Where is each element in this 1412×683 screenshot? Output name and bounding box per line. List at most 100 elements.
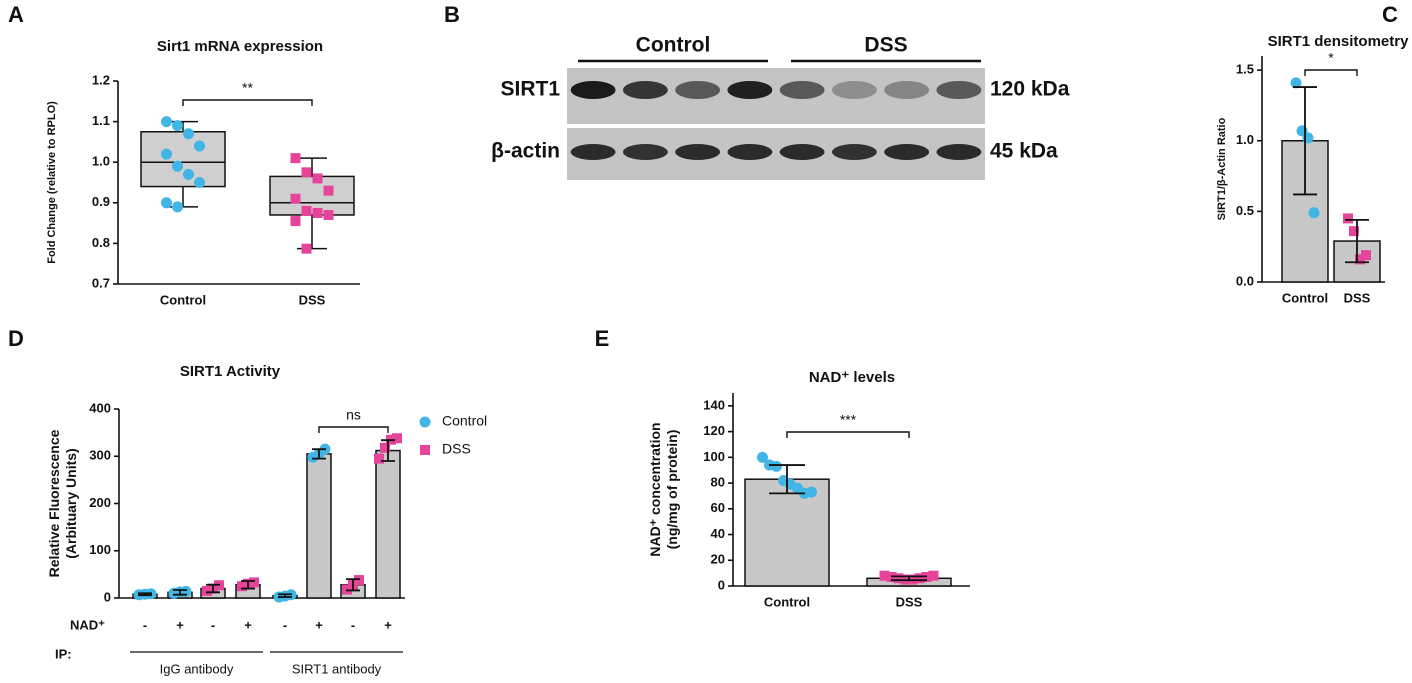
y-tick-label: 0.8 bbox=[92, 235, 110, 250]
blot-band bbox=[675, 81, 721, 99]
data-point bbox=[1290, 77, 1302, 89]
y-tick-label: 80 bbox=[711, 475, 725, 490]
x-tick-label: DSS bbox=[1344, 290, 1371, 305]
x-tick-label: DSS bbox=[896, 594, 923, 609]
data-point bbox=[290, 193, 301, 204]
significance-bracket bbox=[182, 99, 313, 106]
data-point bbox=[183, 168, 194, 180]
y-tick-label: 0.0 bbox=[1236, 273, 1254, 288]
error-bar bbox=[891, 575, 927, 582]
data-point bbox=[893, 573, 904, 584]
blot-band bbox=[831, 81, 877, 99]
nad-sign: + bbox=[244, 617, 252, 632]
bar bbox=[375, 449, 401, 599]
y-tick-label: 1.0 bbox=[92, 154, 110, 169]
y-tick-label: 1.2 bbox=[92, 72, 110, 87]
blot-band bbox=[779, 81, 825, 99]
blot-band bbox=[622, 144, 668, 160]
whisker bbox=[168, 120, 198, 132]
y-tick-label: 1.5 bbox=[1236, 62, 1254, 77]
data-point bbox=[161, 197, 172, 209]
data-point bbox=[1308, 207, 1320, 219]
legend-label: Control bbox=[442, 413, 487, 429]
data-point bbox=[914, 573, 925, 584]
blot-band bbox=[936, 144, 982, 160]
nad-sign: - bbox=[283, 617, 287, 632]
data-point bbox=[301, 167, 312, 178]
error-bar bbox=[173, 589, 187, 596]
data-point bbox=[290, 216, 301, 227]
y-tick-label: 40 bbox=[711, 526, 725, 541]
y-axis-label: Relative Fluorescence bbox=[46, 429, 62, 577]
x-tick-label: Control bbox=[1282, 290, 1328, 305]
y-tick-label: 400 bbox=[89, 400, 111, 415]
y-tick-label: 0 bbox=[104, 589, 111, 604]
data-point bbox=[172, 120, 183, 132]
nad-sign: + bbox=[315, 617, 323, 632]
legend-marker bbox=[420, 445, 430, 455]
group-label: SIRT1 antibody bbox=[292, 661, 382, 676]
y-axis-label: Fold Change (relative to RPLO) bbox=[46, 101, 58, 264]
panel-letter: C bbox=[1382, 2, 1398, 27]
chart-title: SIRT1 Activity bbox=[180, 363, 281, 380]
error-bar bbox=[312, 448, 326, 460]
size-label: 45 kDa bbox=[990, 140, 1058, 163]
y-axis-label: (ng/mg of protein) bbox=[664, 430, 680, 550]
y-tick-label: 1.1 bbox=[92, 113, 110, 128]
group-row-label: IP: bbox=[55, 646, 72, 661]
data-point bbox=[342, 584, 352, 595]
y-tick-label: 0.5 bbox=[1236, 203, 1254, 218]
significance-label: ns bbox=[346, 407, 361, 423]
data-point bbox=[1361, 250, 1371, 261]
data-point bbox=[323, 185, 334, 196]
data-point bbox=[354, 575, 364, 586]
legend-marker bbox=[419, 416, 431, 428]
significance-bracket bbox=[1304, 69, 1358, 76]
error-bar bbox=[1293, 86, 1317, 196]
data-point bbox=[194, 140, 205, 152]
data-point bbox=[312, 207, 323, 218]
group-label: Control bbox=[636, 34, 711, 57]
error-bar bbox=[138, 592, 152, 597]
y-axis-label: NAD⁺ concentration bbox=[647, 422, 663, 556]
data-point bbox=[380, 442, 390, 453]
error-bar bbox=[381, 439, 395, 462]
blot-band bbox=[884, 144, 930, 160]
group-label: IgG antibody bbox=[160, 661, 234, 676]
box bbox=[269, 175, 355, 216]
panel-letter: E bbox=[595, 326, 610, 351]
data-point bbox=[183, 128, 194, 140]
y-axis-label: (Arbituary Units) bbox=[63, 448, 79, 558]
panel-letter: D bbox=[8, 326, 24, 351]
panel-letter: B bbox=[444, 2, 460, 27]
y-tick-label: 100 bbox=[703, 449, 725, 464]
data-point bbox=[194, 177, 205, 188]
y-tick-label: 20 bbox=[711, 552, 725, 567]
y-tick-label: 140 bbox=[703, 397, 725, 412]
data-point bbox=[172, 201, 183, 213]
x-tick-label: Control bbox=[764, 594, 810, 609]
blot-band bbox=[884, 81, 930, 99]
significance-label: * bbox=[1328, 50, 1334, 66]
whisker bbox=[168, 186, 198, 208]
x-tick-label: Control bbox=[160, 292, 206, 307]
y-tick-label: 300 bbox=[89, 448, 111, 463]
error-bar bbox=[769, 464, 805, 495]
blot-band bbox=[570, 81, 616, 99]
bar bbox=[744, 478, 830, 587]
data-point bbox=[301, 243, 312, 254]
error-bar bbox=[278, 593, 292, 598]
y-tick-label: 0 bbox=[718, 577, 725, 592]
box bbox=[140, 131, 226, 188]
y-tick-label: 0.7 bbox=[92, 275, 110, 290]
nad-sign: - bbox=[211, 617, 215, 632]
chart-title: NAD⁺ levels bbox=[809, 369, 895, 386]
data-point bbox=[301, 205, 312, 216]
data-point bbox=[879, 570, 890, 581]
data-point bbox=[1343, 213, 1353, 224]
y-tick-label: 100 bbox=[89, 542, 111, 557]
blot-band bbox=[727, 81, 773, 99]
row-label: NAD⁺ bbox=[70, 617, 105, 632]
